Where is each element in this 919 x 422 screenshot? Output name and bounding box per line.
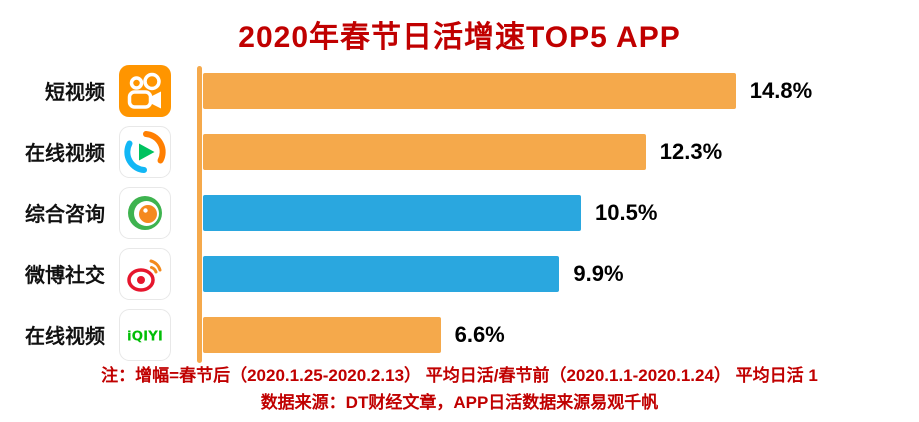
iqiyi-app-icon: iQIYI (119, 308, 171, 361)
chart-row: 在线视频 iQIYI 6.6% (0, 304, 919, 365)
bar-area: 12.3% (197, 133, 919, 170)
category-label: 综合咨询 (25, 204, 105, 226)
tencent-news-app-icon (119, 186, 171, 239)
tencent-video-app-icon (119, 125, 171, 178)
bar-value-label: 9.9% (573, 260, 624, 286)
chart-row: 微博社交 9.9% (0, 243, 919, 304)
bar (203, 255, 560, 292)
category-label: 在线视频 (25, 326, 105, 348)
bar (203, 316, 441, 353)
bar-area: 10.5% (197, 194, 919, 231)
iqiyi-logo-text: iQIYI (127, 328, 163, 344)
footer-note-line2: 数据来源：DT财经文章，APP日活数据来源易观千帆 (260, 392, 659, 412)
bar-area: 9.9% (197, 255, 919, 292)
bar-value-label: 14.8% (749, 77, 813, 103)
axis-line (197, 66, 202, 363)
bar-value-label: 6.6% (454, 321, 505, 347)
category-label: 在线视频 (25, 143, 105, 165)
bar-value-label: 10.5% (595, 199, 658, 225)
bar-area: 14.8% (197, 72, 919, 109)
chart-row: 短视频 14.8% (0, 60, 919, 121)
kuaishou-app-icon (119, 64, 171, 117)
chart-row: 在线视频 12.3% (0, 121, 919, 182)
bar (203, 194, 581, 231)
footer-notes: 注：增幅=春节后（2020.1.25-2020.2.13） 平均日活/春节前（2… (0, 363, 919, 416)
chart-title: 2020年春节日活增速TOP5 APP (238, 21, 681, 54)
chart-row: 综合咨询 10.5% (0, 182, 919, 243)
footer-note-line1: 注：增幅=春节后（2020.1.25-2020.2.13） 平均日活/春节前（2… (101, 366, 818, 386)
bar-chart: 短视频 14.8% 在线视频 (0, 60, 919, 365)
bar (203, 133, 646, 170)
category-label: 短视频 (45, 82, 105, 104)
weibo-app-icon (119, 247, 171, 300)
bar-value-label: 12.3% (659, 138, 723, 164)
bar (203, 72, 736, 109)
bar-area: 6.6% (197, 316, 919, 353)
category-label: 微博社交 (25, 265, 105, 287)
